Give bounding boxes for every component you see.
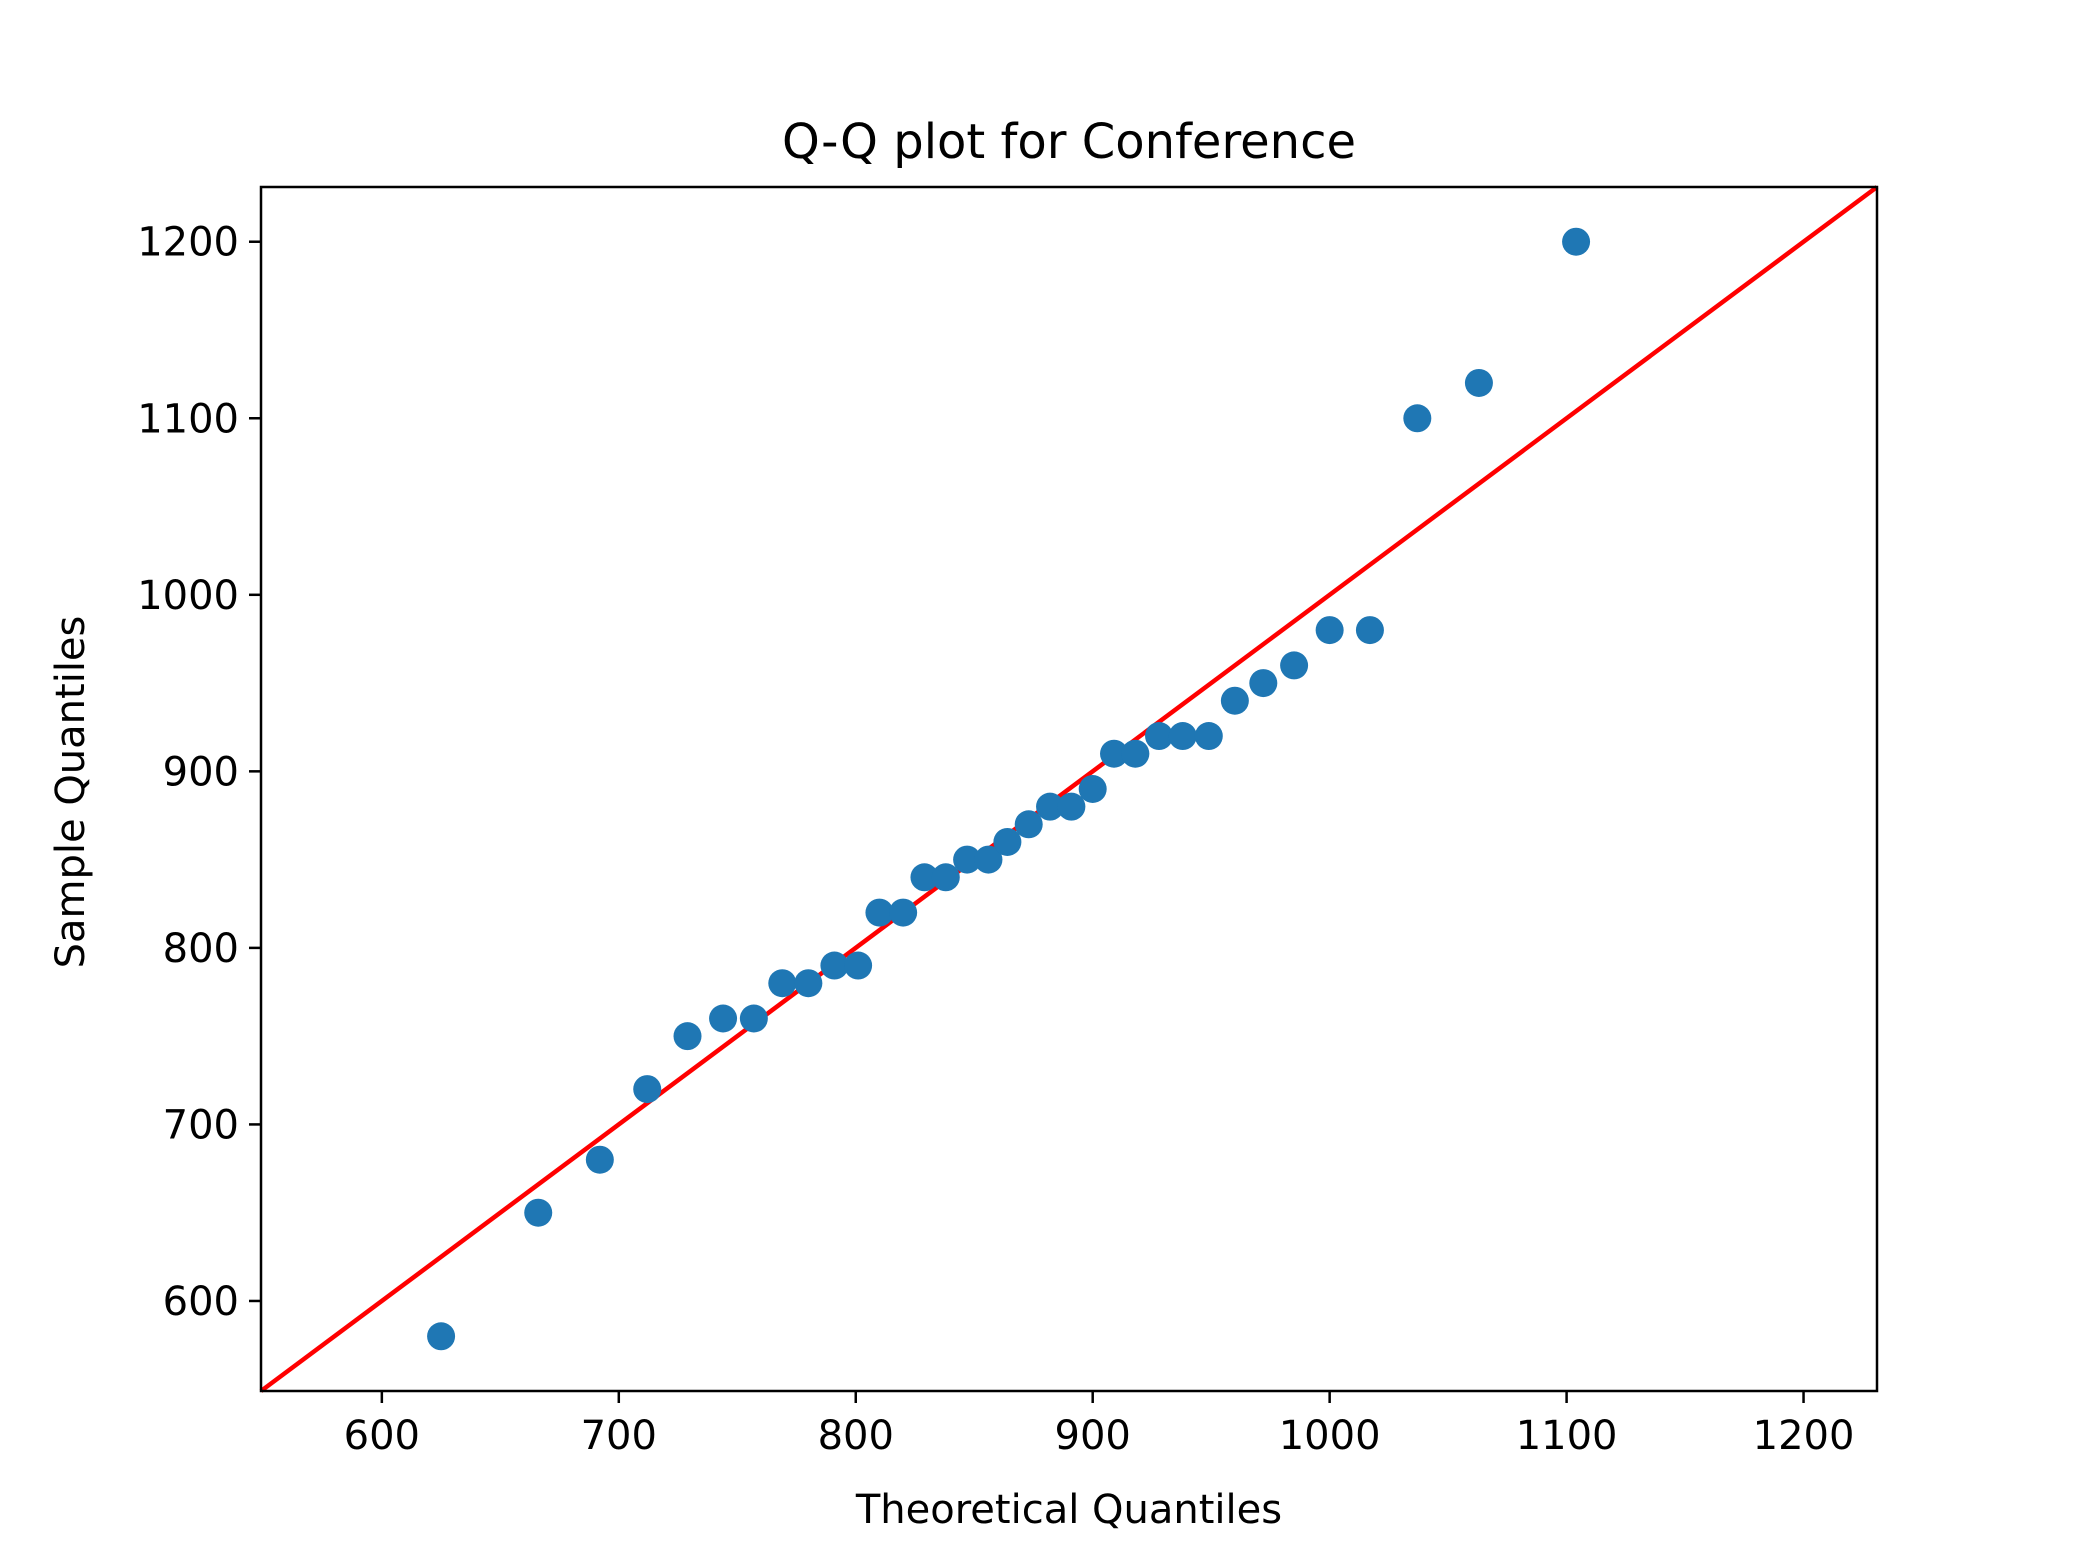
- y-tick-label: 1000: [137, 573, 239, 619]
- data-point: [768, 969, 797, 998]
- x-axis-label: Theoretical Quantiles: [855, 1487, 1282, 1533]
- x-tick-label: 1200: [1753, 1413, 1855, 1459]
- data-point: [1562, 227, 1591, 256]
- data-point: [1121, 739, 1150, 768]
- data-point: [1249, 669, 1278, 698]
- data-point: [1315, 616, 1344, 645]
- data-point: [1280, 651, 1309, 680]
- data-point: [865, 898, 894, 927]
- data-point: [739, 1004, 768, 1033]
- y-tick-label: 900: [163, 749, 239, 795]
- data-point: [1220, 686, 1249, 715]
- data-point: [820, 951, 849, 980]
- y-tick-label: 1100: [137, 396, 239, 442]
- data-point: [1057, 792, 1086, 821]
- y-tick-label: 800: [163, 926, 239, 972]
- y-tick-label: 1200: [137, 220, 239, 266]
- y-axis-ticks: 600 700 800 900 1000 1100 1200: [137, 220, 261, 1325]
- x-tick-label: 1100: [1516, 1413, 1618, 1459]
- y-axis-label: Sample Quantiles: [48, 616, 94, 969]
- x-tick-label: 800: [818, 1413, 894, 1459]
- x-tick-label: 900: [1055, 1413, 1131, 1459]
- data-point: [1014, 810, 1043, 839]
- reference-line: [259, 185, 1879, 1393]
- y-tick-label: 700: [163, 1102, 239, 1148]
- data-point: [1036, 792, 1065, 821]
- plot-area: [259, 185, 1879, 1393]
- reference-line-layer: [259, 185, 1879, 1393]
- x-tick-label: 1000: [1279, 1413, 1381, 1459]
- data-point: [1355, 616, 1384, 645]
- data-point: [931, 863, 960, 892]
- data-point: [794, 969, 823, 998]
- data-point: [974, 845, 1003, 874]
- y-tick-label: 600: [163, 1279, 239, 1325]
- plot-frame: [259, 185, 1879, 1393]
- data-point: [1168, 722, 1197, 751]
- data-point: [427, 1322, 456, 1351]
- data-point: [1403, 404, 1432, 433]
- chart-title: Q-Q plot for Conference: [782, 114, 1356, 170]
- data-point: [1194, 722, 1223, 751]
- data-point: [585, 1145, 614, 1174]
- points-layer: [427, 227, 1591, 1351]
- data-point: [1464, 368, 1493, 397]
- x-axis-ticks: 600 700 800 900 1000 1100 1200: [344, 1391, 1855, 1459]
- data-point: [1078, 775, 1107, 803]
- data-point: [993, 827, 1022, 856]
- data-point: [953, 845, 982, 874]
- data-point: [709, 1004, 738, 1033]
- data-point: [1100, 739, 1129, 768]
- data-point: [1145, 722, 1174, 751]
- data-point: [844, 951, 873, 980]
- data-point: [910, 863, 939, 892]
- data-point: [524, 1198, 553, 1227]
- x-tick-label: 700: [581, 1413, 657, 1459]
- data-point: [633, 1075, 662, 1104]
- data-point: [673, 1022, 702, 1051]
- x-tick-label: 600: [344, 1413, 420, 1459]
- data-point: [889, 898, 918, 927]
